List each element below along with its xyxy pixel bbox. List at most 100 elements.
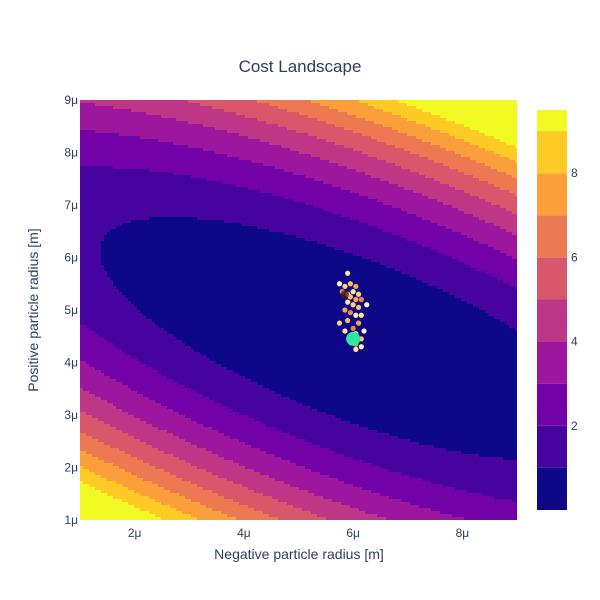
contour-cell (404, 106, 408, 110)
contour-cell (419, 103, 423, 107)
contour-cell (473, 118, 477, 122)
contour-cell (188, 181, 192, 185)
contour-cell (458, 142, 462, 146)
contour-cell (104, 178, 108, 182)
contour-cell (485, 175, 489, 179)
contour-cell (197, 172, 201, 176)
contour-cell (452, 121, 456, 125)
contour-cell (128, 160, 132, 164)
contour-cell (494, 193, 498, 197)
contour-cell (311, 106, 315, 110)
contour-cell (137, 115, 141, 119)
contour-cell (92, 184, 96, 188)
contour-cell (503, 115, 507, 119)
contour-cell (329, 130, 333, 134)
contour-cell (143, 151, 147, 155)
contour-cell (155, 100, 159, 104)
contour-cell (176, 100, 180, 104)
contour-cell (239, 184, 243, 188)
contour-cell (497, 172, 501, 176)
contour-cell (347, 163, 351, 167)
contour-cell (302, 187, 306, 191)
contour-cell (338, 103, 342, 107)
contour-cell (227, 100, 231, 104)
contour-cell (275, 184, 279, 188)
contour-cell (281, 115, 285, 119)
contour-cell (134, 178, 138, 182)
contour-cell (152, 151, 156, 155)
contour-cell (482, 109, 486, 113)
contour-cell (122, 157, 126, 161)
contour-cell (371, 118, 375, 122)
contour-cell (260, 175, 264, 179)
contour-cell (206, 169, 210, 173)
contour-cell (164, 154, 168, 158)
contour-cell (137, 163, 141, 167)
contour-cell (470, 151, 474, 155)
contour-cell (122, 172, 126, 176)
contour-cell (167, 166, 171, 170)
contour-cell (248, 187, 252, 191)
contour-cell (305, 118, 309, 122)
contour-cell (260, 178, 264, 182)
contour-cell (512, 115, 516, 119)
contour-cell (329, 160, 333, 164)
contour-cell (344, 112, 348, 116)
contour-cell (113, 154, 117, 158)
contour-cell (209, 136, 213, 140)
contour-cell (497, 103, 501, 107)
contour-cell (260, 115, 264, 119)
contour-cell (488, 181, 492, 185)
contour-cell (131, 187, 135, 191)
contour-cell (134, 115, 138, 119)
contour-cell (179, 154, 183, 158)
contour-cell (194, 169, 198, 173)
contour-cell (275, 109, 279, 113)
contour-cell (377, 130, 381, 134)
contour-cell (314, 169, 318, 173)
contour-cell (398, 169, 402, 173)
contour-cell (461, 169, 465, 173)
contour-cell (302, 148, 306, 152)
contour-cell (212, 151, 216, 155)
contour-cell (80, 109, 84, 113)
contour-cell (233, 139, 237, 143)
contour-cell (338, 136, 342, 140)
contour-cell (203, 163, 207, 167)
contour-cell (398, 139, 402, 143)
contour-cell (260, 133, 264, 137)
contour-cell (218, 118, 222, 122)
contour-cell (101, 196, 105, 200)
contour-cell (116, 181, 120, 185)
contour-cell (239, 100, 243, 104)
contour-cell (272, 112, 276, 116)
contour-cell (386, 103, 390, 107)
contour-cell (401, 190, 405, 194)
contour-cell (515, 118, 517, 122)
contour-cell (194, 160, 198, 164)
contour-cell (146, 115, 150, 119)
contour-cell (302, 169, 306, 173)
contour-cell (353, 127, 357, 131)
contour-cell (437, 121, 441, 125)
contour-cell (101, 130, 105, 134)
contour-cell (206, 163, 210, 167)
contour-cell (389, 157, 393, 161)
contour-cell (158, 160, 162, 164)
contour-cell (176, 181, 180, 185)
contour-cell (146, 169, 150, 173)
contour-cell (242, 163, 246, 167)
contour-cell (446, 175, 450, 179)
contour-cell (371, 193, 375, 197)
contour-cell (155, 166, 159, 170)
contour-cell (212, 190, 216, 194)
contour-cell (191, 169, 195, 173)
contour-cell (164, 118, 168, 122)
contour-cell (368, 103, 372, 107)
contour-cell (101, 139, 105, 143)
contour-cell (137, 124, 141, 128)
contour-cell (149, 160, 153, 164)
contour-cell (125, 160, 129, 164)
contour-cell (215, 100, 219, 104)
contour-cell (389, 139, 393, 143)
